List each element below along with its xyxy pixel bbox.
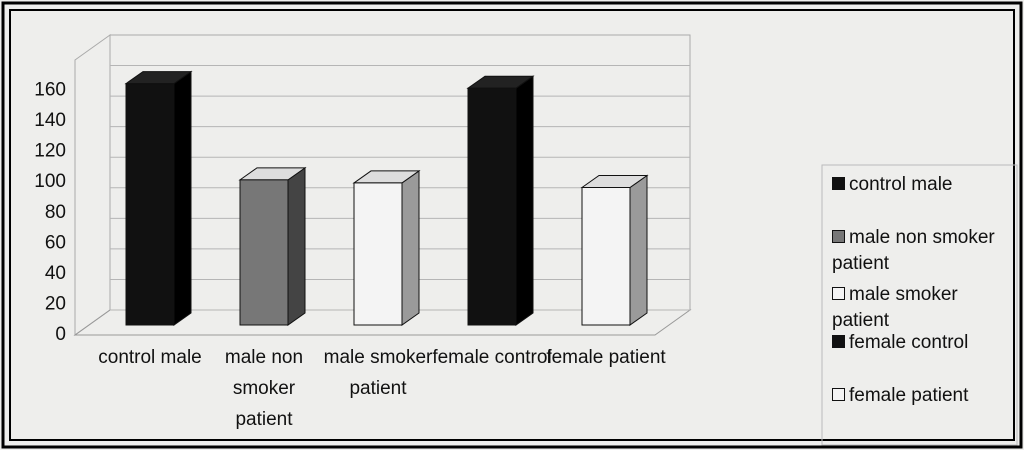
y-tick-label: 140 [34, 110, 66, 131]
legend-swatch [832, 230, 845, 243]
legend-entry: female patient [832, 383, 1017, 409]
y-tick-label: 60 [45, 232, 66, 253]
bar-side [515, 75, 534, 326]
bar [467, 87, 517, 326]
legend-label: male non smoker patient [832, 227, 995, 274]
legend-entry: male non smoker patient [832, 225, 1017, 277]
frame-inner [9, 9, 1015, 441]
bar-side [173, 70, 192, 326]
bar-side [287, 166, 306, 326]
x-tick-label: female patient [546, 347, 666, 368]
legend-entry: control male [832, 172, 1017, 198]
y-tick-label: 0 [55, 324, 66, 345]
y-tick-label: 120 [34, 141, 66, 162]
x-tick-label: male non smoker patient [224, 347, 304, 430]
bar [125, 83, 175, 326]
legend-entry: male smoker patient [832, 282, 1017, 334]
legend-label: control male [849, 174, 953, 195]
legend-swatch [832, 287, 845, 300]
y-tick-label: 80 [45, 202, 66, 223]
bar [239, 179, 289, 326]
x-tick-label: control male [98, 347, 202, 368]
y-tick-label: 40 [45, 263, 66, 284]
legend-entry: female control [832, 330, 1017, 356]
legend-swatch [832, 388, 845, 401]
legend-label: male smoker patient [832, 284, 958, 331]
legend-swatch [832, 335, 845, 348]
bar [581, 187, 631, 326]
legend-label: female control [849, 332, 969, 353]
legend-box [821, 164, 1018, 446]
legend-swatch [832, 177, 845, 190]
x-tick-label: male smoker patient [323, 347, 433, 399]
y-tick-label: 160 [34, 80, 66, 101]
bar [353, 182, 403, 326]
y-tick-label: 20 [45, 293, 66, 314]
bar-side [629, 174, 648, 326]
legend-label: female patient [849, 385, 969, 406]
bar-side [401, 169, 420, 326]
x-tick-label: female control [432, 347, 552, 368]
side-wall [74, 34, 111, 336]
y-tick-label: 100 [34, 171, 66, 192]
